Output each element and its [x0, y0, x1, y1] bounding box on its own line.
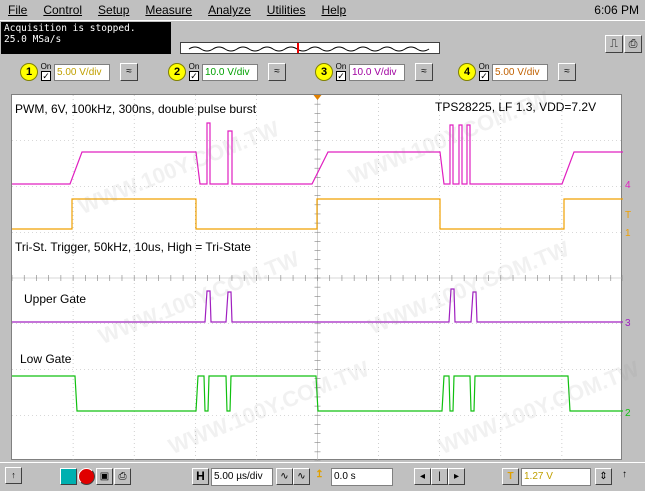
bottom-toolbar: ↑ ▣ ⎙ H 5.00 µs/div ∿ ∿ ↥ 0.0 s ◂ | ▸ T …: [0, 462, 645, 491]
channel-1-wave-icon[interactable]: ≈: [120, 63, 138, 81]
channel-4-scale[interactable]: 5.00 V/div: [492, 63, 548, 81]
pwm-trace-label: PWM, 6V, 100kHz, 300ns, double pulse bur…: [15, 102, 257, 116]
pulse-mode-icon[interactable]: ⎍: [605, 35, 623, 53]
print-mode-icon[interactable]: ⎙: [624, 35, 642, 53]
channel-2-checkbox[interactable]: ✓: [189, 71, 199, 81]
upper-gate-trace: [12, 288, 623, 323]
printer-icon[interactable]: ⎙: [114, 468, 131, 485]
menu-file[interactable]: File: [8, 3, 28, 17]
arrow-up-icon[interactable]: ↑: [5, 467, 22, 484]
menu-control[interactable]: Control: [43, 3, 83, 17]
channel-3-marker[interactable]: 3: [625, 318, 631, 329]
timebase-field[interactable]: 5.00 µs/div: [211, 468, 273, 486]
channel-2-number[interactable]: 2: [168, 63, 186, 81]
wave-icon[interactable]: ∿: [276, 468, 293, 485]
channel-4-marker[interactable]: 4: [625, 180, 631, 191]
channel-3-number[interactable]: 3: [315, 63, 333, 81]
pwm-trace: [12, 122, 623, 185]
trigger-point-icon: [313, 95, 322, 100]
low-gate-label: Low Gate: [20, 352, 72, 366]
low-gate-trace: [12, 375, 623, 412]
spin-icon[interactable]: ⇕: [595, 468, 612, 485]
waveform-navigator[interactable]: [180, 42, 440, 54]
menu-help[interactable]: Help: [321, 3, 347, 17]
trigger-level-field[interactable]: 1.27 V: [521, 468, 591, 486]
delay-field[interactable]: 0.0 s: [331, 468, 393, 486]
channel-1-marker[interactable]: 1: [625, 228, 631, 239]
channel-1-number[interactable]: 1: [20, 63, 38, 81]
channel-3-wave-icon[interactable]: ≈: [415, 63, 433, 81]
tristate-trace-label: Tri-St. Trigger, 50kHz, 10us, High = Tri…: [15, 240, 251, 254]
channel-2-scale[interactable]: 10.0 V/div: [202, 63, 258, 81]
navigator-wave-icon: [188, 46, 430, 52]
scroll-left-icon[interactable]: ◂: [414, 468, 431, 485]
toolbox-icon[interactable]: ▣: [96, 468, 113, 485]
channel-4-wave-icon[interactable]: ≈: [558, 63, 576, 81]
menu-analyze[interactable]: Analyze: [208, 3, 251, 17]
clock: 6:06 PM: [594, 3, 639, 17]
wave-alt-icon[interactable]: ∿: [293, 468, 310, 485]
navigator-marker[interactable]: [297, 43, 299, 53]
trigger-position-icon[interactable]: ↥: [315, 469, 324, 480]
channel-1-checkbox[interactable]: ✓: [41, 71, 51, 81]
channel-4-checkbox[interactable]: ✓: [479, 71, 489, 81]
channel-4-control: 4 On ✓ 5.00 V/div ≈: [458, 61, 576, 83]
horizontal-label[interactable]: H: [192, 468, 209, 485]
scope-display[interactable]: PWM, 6V, 100kHz, 300ns, double pulse bur…: [11, 86, 643, 461]
trigger-label[interactable]: T: [502, 468, 519, 485]
scroll-right-icon[interactable]: ▸: [448, 468, 465, 485]
trigger-marker[interactable]: T: [625, 210, 632, 221]
menu-bar: File Control Setup Measure Analyze Utili…: [0, 0, 645, 20]
setup-info-label: TPS28225, LF 1.3, VDD=7.2V: [435, 100, 597, 114]
menu-utilities[interactable]: Utilities: [266, 3, 306, 17]
tristate-trace: [12, 198, 623, 230]
channel-bar: 1 On ✓ 5.00 V/div ≈ 2 On ✓ 10.0 V/div ≈ 3 …: [0, 56, 645, 86]
channel-3-control: 3 On ✓ 10.0 V/div ≈: [315, 61, 433, 83]
channel-4-number[interactable]: 4: [458, 63, 476, 81]
waveform-graticule: [12, 95, 623, 461]
menu-measure[interactable]: Measure: [145, 3, 193, 17]
channel-2-wave-icon[interactable]: ≈: [268, 63, 286, 81]
stop-button[interactable]: [78, 468, 95, 485]
channel-1-control: 1 On ✓ 5.00 V/div ≈: [20, 61, 138, 83]
channel-3-scale[interactable]: 10.0 V/div: [349, 63, 405, 81]
arrow-up-icon[interactable]: ↑: [622, 469, 627, 480]
upper-gate-label: Upper Gate: [24, 292, 87, 306]
run-button[interactable]: [60, 468, 77, 485]
menu-setup[interactable]: Setup: [98, 3, 130, 17]
scroll-center-icon[interactable]: |: [431, 468, 448, 485]
channel-2-marker[interactable]: 2: [625, 408, 631, 419]
channel-2-control: 2 On ✓ 10.0 V/div ≈: [168, 61, 286, 83]
status-strip: Acquisition is stopped. 25.0 MSa/s ⎍ ⎙: [0, 20, 645, 56]
channel-1-scale[interactable]: 5.00 V/div: [54, 63, 110, 81]
acquisition-status: Acquisition is stopped. 25.0 MSa/s: [1, 22, 171, 54]
channel-3-checkbox[interactable]: ✓: [336, 71, 346, 81]
